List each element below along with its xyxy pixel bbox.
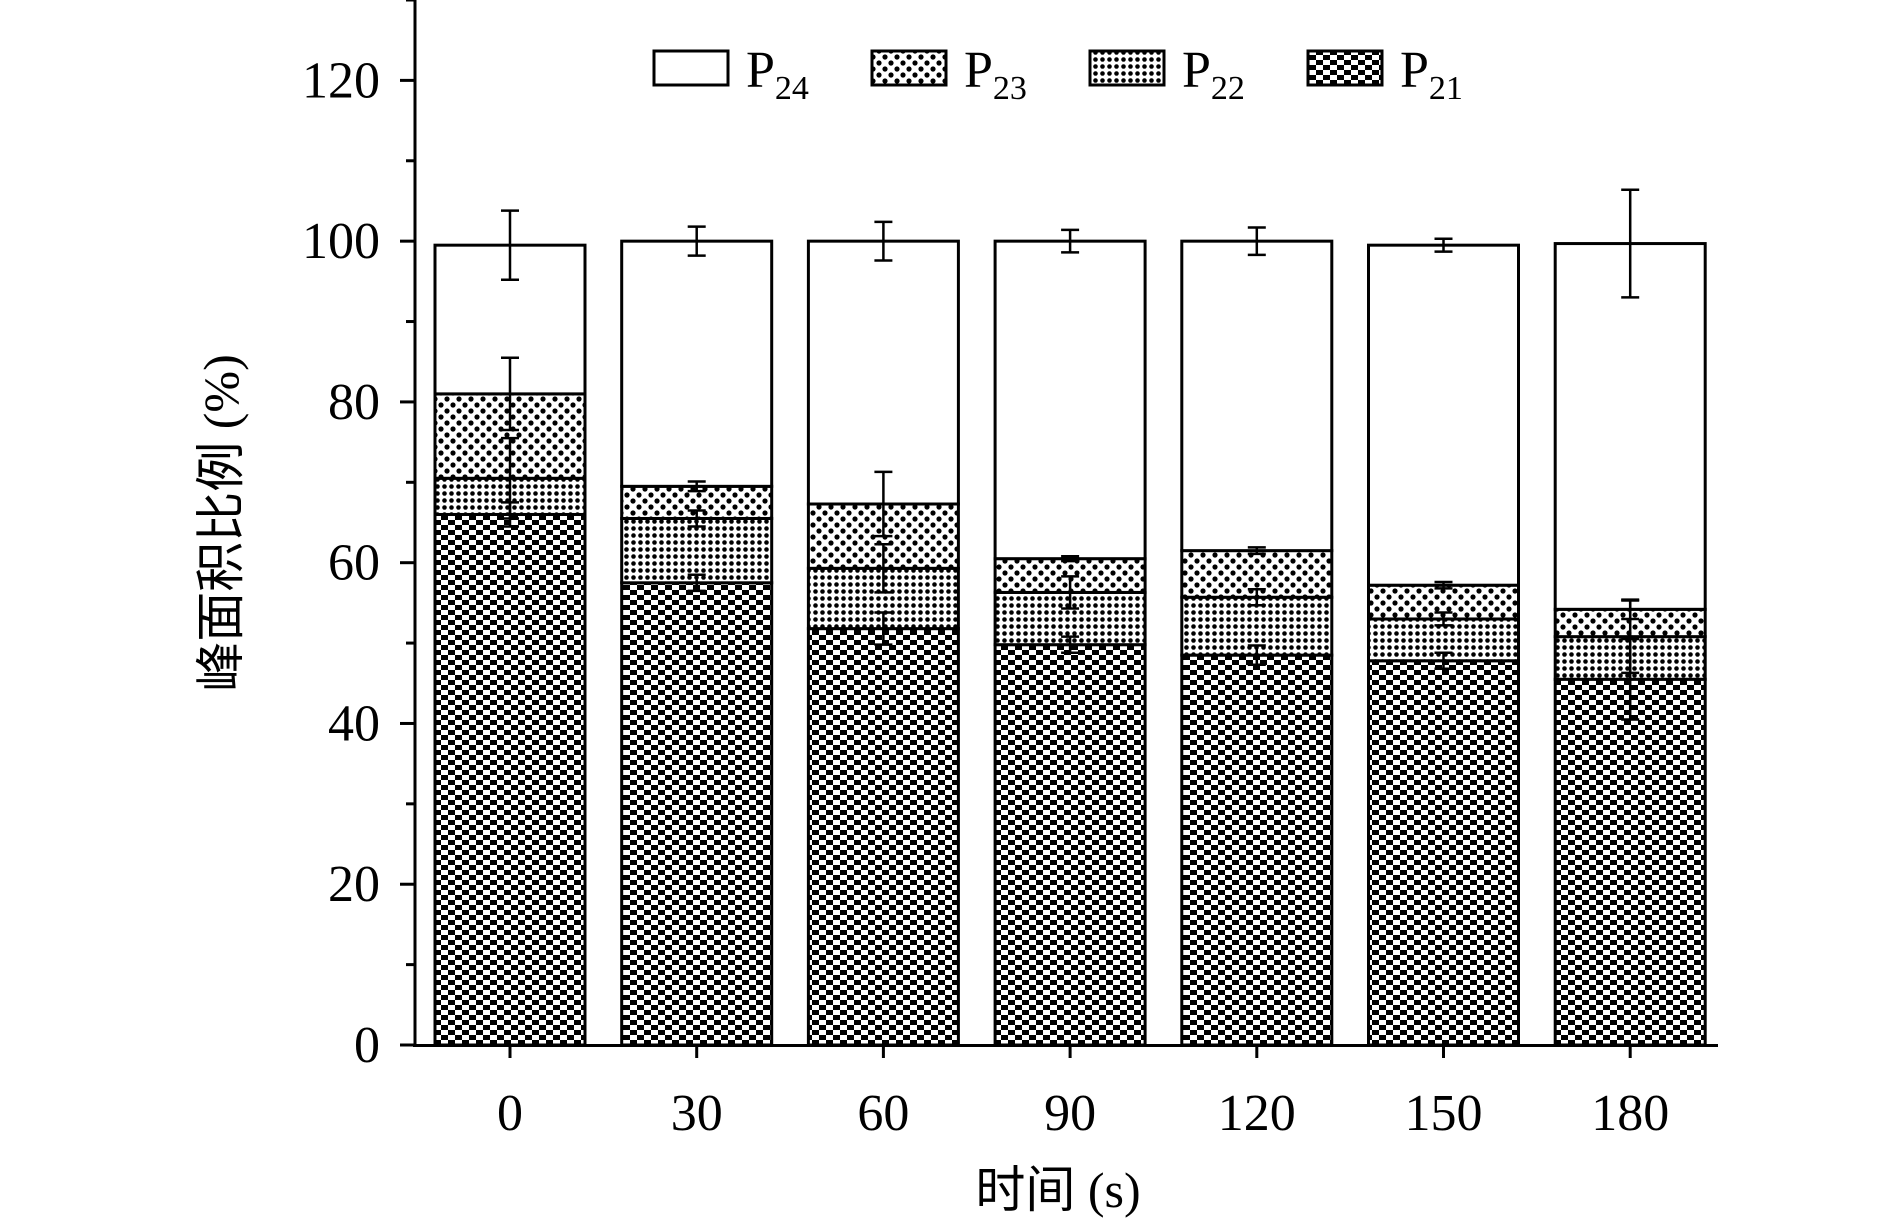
axes: 0 20 40 60 80 100 120 0 30 60 90 120 150 180 — [302, 0, 1718, 1142]
error-bar-p23-120 — [1247, 546, 1266, 556]
legend-label: P21 — [1400, 42, 1463, 107]
bar-segment-p21-30 — [620, 581, 774, 1047]
error-bar-p21-60 — [874, 611, 893, 646]
bar-segment-p24-60 — [806, 239, 960, 506]
error-bar-p23-0 — [501, 356, 519, 432]
bar-segment-p22-30 — [620, 516, 774, 585]
error-bar-p23-30 — [687, 480, 706, 493]
y-tick-label: 120 — [302, 52, 380, 109]
x-ticks: 0 30 60 90 120 150 180 — [497, 1045, 1669, 1142]
error-bar-p24-120 — [1247, 226, 1266, 257]
bar-segment-p21-0 — [433, 512, 587, 1047]
legend-label: P24 — [746, 42, 809, 107]
error-bar-p22-0 — [501, 436, 519, 520]
error-bar-p24-60 — [874, 220, 893, 262]
x-tick-label: 0 — [497, 1085, 523, 1142]
y-ticks: 0 20 40 60 80 100 120 — [302, 0, 415, 1074]
error-bar-p22-120 — [1247, 587, 1266, 607]
legend-item-p24: P24 — [652, 42, 809, 107]
y-tick-label: 0 — [354, 1017, 380, 1074]
bar-segment-p24-120 — [1180, 239, 1334, 553]
y-tick-label: 20 — [328, 856, 380, 913]
error-bar-p23-150 — [1434, 580, 1453, 590]
legend-item-p21: P21 — [1306, 42, 1463, 107]
y-tick-label: 80 — [328, 374, 380, 431]
y-tick-label: 40 — [328, 695, 380, 752]
error-bars-layer — [501, 188, 1640, 721]
error-bar-p22-30 — [687, 509, 706, 528]
x-tick-label: 60 — [857, 1085, 909, 1142]
legend: P24 P23 P22 P21 — [652, 42, 1463, 107]
error-bar-p21-30 — [687, 573, 706, 593]
x-tick-label: 90 — [1044, 1085, 1096, 1142]
bars-layer — [433, 239, 1707, 1047]
x-tick-label: 30 — [671, 1085, 723, 1142]
bar-segment-p21-90 — [993, 643, 1147, 1047]
legend-swatch — [1306, 49, 1384, 87]
error-bar-p23-90 — [1061, 555, 1080, 563]
legend-swatch — [1088, 49, 1166, 87]
bar-segment-p24-90 — [993, 239, 1147, 561]
error-bar-p21-150 — [1434, 651, 1453, 671]
y-tick-label: 100 — [302, 213, 380, 270]
error-bar-p24-180 — [1621, 188, 1640, 299]
bar-segment-p24-30 — [620, 239, 774, 488]
legend-label: P22 — [1182, 42, 1245, 107]
bar-segment-p21-120 — [1180, 653, 1334, 1047]
error-bar-p22-90 — [1061, 575, 1080, 610]
x-axis-label: 时间 (s) — [975, 1162, 1140, 1218]
legend-item-p23: P23 — [870, 42, 1027, 107]
x-tick-label: 180 — [1591, 1085, 1669, 1142]
error-bar-p22-60 — [874, 542, 893, 594]
y-axis-label: 峰面积比例 (%) — [193, 354, 249, 691]
legend-label: P23 — [964, 42, 1027, 107]
error-bar-p23-60 — [874, 470, 893, 538]
bar-segment-p24-150 — [1367, 243, 1520, 587]
error-bar-p23-180 — [1621, 598, 1640, 621]
legend-item-p22: P22 — [1088, 42, 1245, 107]
error-bar-p24-30 — [687, 225, 706, 257]
bar-segment-p24-180 — [1553, 242, 1707, 611]
x-tick-label: 120 — [1218, 1085, 1296, 1142]
error-bar-p24-0 — [501, 209, 519, 281]
bar-segment-p21-60 — [806, 627, 960, 1047]
y-tick-label: 60 — [328, 535, 380, 592]
error-bar-p21-120 — [1247, 644, 1266, 667]
error-bar-p22-150 — [1434, 611, 1453, 627]
error-bar-p21-90 — [1061, 635, 1080, 654]
error-bar-p24-90 — [1061, 228, 1080, 254]
bar-segment-p21-180 — [1553, 677, 1707, 1047]
legend-swatch — [870, 49, 948, 87]
x-tick-label: 150 — [1405, 1085, 1483, 1142]
error-bar-p24-150 — [1434, 237, 1453, 253]
legend-swatch — [652, 49, 730, 87]
bar-segment-p21-150 — [1367, 659, 1520, 1047]
